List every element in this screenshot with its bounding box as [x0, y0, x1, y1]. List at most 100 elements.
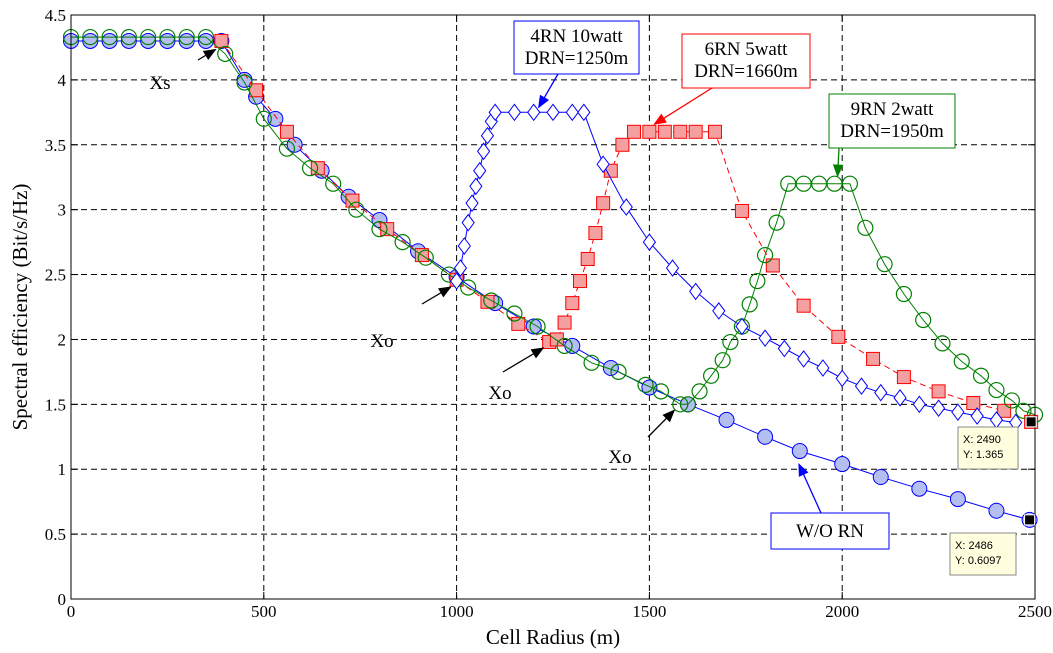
y-axis-title: Spectral efficiency (Bit/s/Hz)	[8, 184, 32, 431]
data-point-diamond	[758, 329, 772, 347]
data-point-square	[931, 384, 946, 399]
data-point-square	[657, 124, 672, 139]
data-point-circle	[120, 32, 137, 49]
series-label-text: 6RN 5watt	[705, 39, 789, 60]
data-point-circle	[757, 428, 774, 445]
data-point-open-circle	[460, 279, 477, 296]
y-tick-label: 2	[58, 330, 67, 349]
data-point-square	[997, 403, 1012, 418]
data-point-diamond	[619, 198, 633, 216]
data-point-diamond	[970, 407, 984, 425]
data-point-open-circle	[236, 74, 253, 91]
data-point-diamond	[816, 359, 830, 377]
data-point-open-circle	[1015, 402, 1032, 419]
data-point-square	[866, 351, 881, 366]
data-point-diamond	[951, 403, 965, 421]
crossover-label: Xo	[608, 447, 631, 468]
data-point-open-circle	[255, 110, 272, 127]
data-point-diamond	[469, 177, 483, 196]
y-tick-label: 3.5	[45, 136, 66, 155]
series-line	[71, 36, 1036, 416]
data-point-diamond	[480, 126, 495, 145]
data-point-circle	[140, 32, 157, 49]
data-point-circle	[197, 32, 214, 49]
data-point-circle	[82, 32, 99, 49]
data-point-diamond	[665, 259, 680, 277]
y-tick-label: 4	[58, 71, 67, 90]
data-point-open-circle	[101, 28, 118, 46]
data-point-open-circle	[637, 376, 654, 393]
data-point-circle	[834, 456, 851, 473]
data-point-diamond	[596, 155, 610, 174]
crossover-arrow-head	[530, 347, 545, 359]
data-point-open-circle	[556, 337, 573, 355]
data-point-square	[249, 83, 264, 98]
data-point-open-circle	[749, 272, 766, 290]
wo-rn-label-box	[770, 512, 890, 550]
datatip-box	[957, 426, 1019, 470]
data-point-diamond	[465, 194, 479, 213]
data-point-open-circle	[672, 396, 689, 413]
data-point-diamond	[835, 369, 849, 388]
data-point-open-circle	[583, 354, 600, 371]
data-point-square	[214, 33, 229, 48]
data-point-diamond	[854, 377, 869, 395]
data-point-diamond	[476, 142, 491, 161]
datatip-text: Y: 1.365	[963, 449, 1003, 461]
axis-ticks: 0 500 1000 1500 2000 2500 0 0.5 1 1.5 2 2.5 3 3.5 4 4.5	[45, 6, 1052, 621]
data-point-open-circle	[610, 363, 627, 380]
data-point-circle	[988, 502, 1005, 519]
data-point-diamond	[507, 103, 522, 122]
y-tick-label: 3	[58, 201, 67, 220]
data-point-circle	[286, 136, 303, 153]
data-point-square	[557, 315, 572, 330]
data-point-square	[673, 124, 688, 139]
data-point-circle	[178, 32, 195, 49]
series-label-arrow-head	[832, 164, 844, 178]
series-label-arrow-head	[653, 113, 667, 125]
data-point-square	[588, 226, 603, 241]
data-point-square	[966, 396, 981, 411]
data-point-open-circle	[394, 234, 411, 251]
data-point-open-circle	[301, 160, 319, 177]
data-point-square	[279, 124, 294, 139]
wo-rn-label-arrow-head	[798, 463, 809, 477]
data-point-circle	[101, 32, 118, 49]
data-point-diamond	[689, 282, 703, 301]
data-point-open-circle	[953, 353, 970, 370]
data-point-open-circle	[895, 285, 912, 303]
data-point-open-circle	[120, 28, 137, 46]
data-point-open-circle	[652, 383, 670, 400]
y-tick-label: 1.5	[45, 395, 66, 414]
data-point-square	[765, 258, 780, 273]
data-point-open-circle	[768, 214, 785, 231]
data-point-square	[626, 124, 641, 139]
data-point-circle	[602, 359, 619, 376]
series-label-text: DRN=1660m	[694, 61, 798, 82]
data-point-open-circle	[82, 28, 99, 46]
datatip-text: X: 2486	[955, 540, 993, 552]
series-label-text: DRN=1250m	[525, 48, 629, 69]
x-tick-label: 1000	[440, 602, 474, 621]
datatip-box	[949, 532, 1017, 576]
data-point-diamond	[797, 350, 811, 368]
data-point-square	[596, 196, 611, 211]
datatip-point	[1024, 514, 1036, 526]
data-point-square	[734, 203, 749, 218]
wo-rn-label-text: W/O RN	[796, 521, 864, 542]
data-point-open-circle	[371, 221, 388, 238]
y-tick-label: 2.5	[45, 266, 66, 285]
data-point-circle	[872, 469, 889, 486]
x-tick-label: 1500	[632, 602, 666, 621]
data-point-open-circle	[197, 28, 215, 46]
data-point-open-circle	[348, 201, 365, 218]
series-label-box	[681, 33, 811, 89]
crossover-arrow-head	[202, 48, 217, 60]
data-point-diamond	[712, 302, 726, 320]
data-point-diamond	[457, 237, 471, 255]
data-point-diamond	[488, 103, 502, 122]
data-point-diamond	[527, 103, 541, 122]
series-label-text: DRN=1950m	[840, 121, 944, 142]
